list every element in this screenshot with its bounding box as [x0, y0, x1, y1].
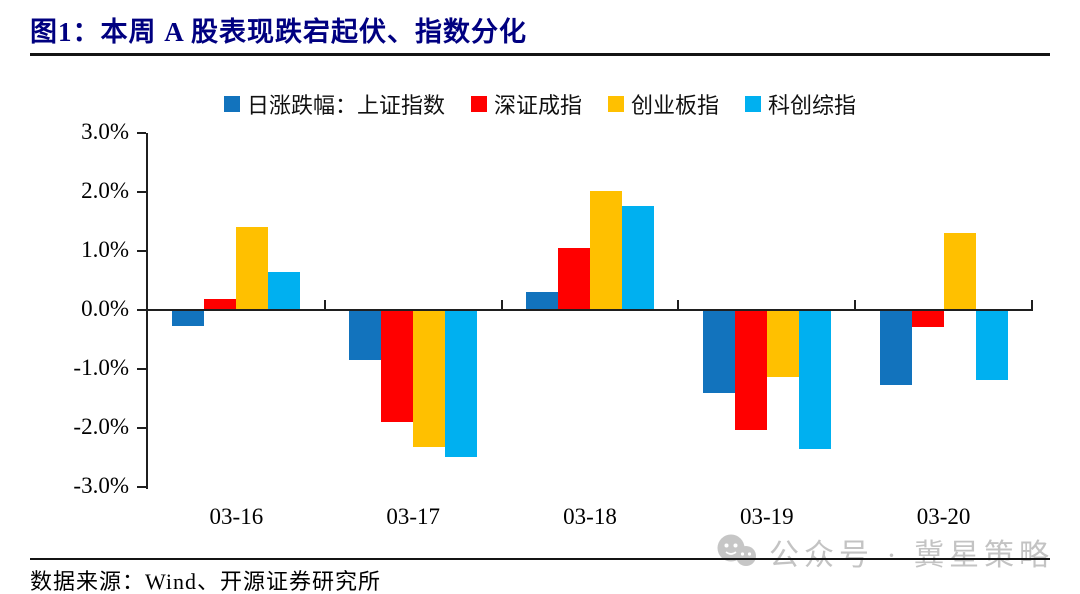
- y-axis-tick: [137, 486, 146, 488]
- bar: [879, 310, 912, 385]
- legend-marker: [608, 96, 624, 112]
- category-tick: [854, 300, 857, 311]
- category-tick: [677, 300, 680, 311]
- bar: [445, 310, 478, 457]
- category-tick: [323, 300, 326, 311]
- y-axis-tick: [137, 191, 146, 193]
- y-axis-tick: [137, 132, 146, 134]
- legend-marker: [745, 96, 762, 112]
- data-source-note: 数据来源：Wind、开源证券研究所: [30, 569, 381, 594]
- bar: [236, 226, 269, 310]
- legend-item: 深证成指: [470, 88, 582, 120]
- y-axis-label: -2.0%: [73, 414, 129, 439]
- watermark: 公众号 · 冀星策略: [715, 530, 1054, 574]
- bar: [622, 206, 654, 310]
- bar: [911, 310, 944, 327]
- x-axis-label: 03-18: [563, 504, 617, 529]
- legend-marker: [223, 96, 240, 112]
- bar: [975, 310, 1008, 381]
- wechat-official-account-icon: [715, 533, 759, 571]
- legend-item: 科创综指: [745, 88, 856, 120]
- x-axis-label: 03-19: [739, 504, 794, 529]
- y-axis-tick: [137, 250, 146, 252]
- bar: [526, 291, 558, 310]
- watermark-text: 公众号 · 冀星策略: [769, 539, 1054, 572]
- bar: [590, 190, 622, 310]
- y-axis-line: [146, 133, 148, 489]
- y-axis-label: -1.0%: [73, 355, 129, 380]
- bar: [558, 248, 590, 310]
- bar: [268, 271, 301, 310]
- y-axis-tick: [137, 368, 146, 370]
- y-axis-label: 3.0%: [81, 119, 129, 144]
- bottom-divider: [30, 558, 1050, 560]
- bar: [349, 310, 382, 361]
- x-axis-label: 03-20: [916, 504, 971, 529]
- bar: [766, 310, 799, 377]
- bar: [172, 310, 205, 326]
- y-axis-tick: [137, 309, 146, 311]
- x-axis-label: 03-16: [209, 504, 264, 529]
- legend-item: 创业板指: [608, 88, 719, 120]
- legend-label: 创业板指: [631, 93, 720, 118]
- y-axis-tick: [137, 427, 146, 429]
- bar: [734, 310, 767, 431]
- y-axis-label: 0.0%: [81, 296, 129, 321]
- bar: [204, 299, 237, 310]
- bar: [413, 310, 446, 447]
- title-divider: [30, 53, 1050, 56]
- bar: [702, 310, 735, 393]
- zero-axis-line: [148, 309, 1032, 311]
- legend-marker: [470, 96, 487, 112]
- category-tick: [500, 300, 503, 311]
- bar: [943, 233, 976, 310]
- chart-legend: 日涨跌幅：上证指数 深证成指 创业板指 科创综指: [0, 88, 1080, 120]
- y-axis-label: 2.0%: [81, 178, 129, 203]
- legend-label: 日涨跌幅：上证指数: [246, 93, 445, 118]
- x-axis-label: 03-17: [386, 504, 441, 529]
- figure-title: 图1：本周 A 股表现跌宕起伏、指数分化: [30, 17, 528, 47]
- y-axis-label: -3.0%: [73, 473, 129, 498]
- category-tick: [1031, 300, 1033, 311]
- legend-label: 深证成指: [493, 93, 582, 118]
- legend-label: 科创综指: [768, 93, 857, 118]
- y-axis-label: 1.0%: [81, 237, 129, 262]
- bar: [381, 310, 414, 422]
- legend-item: 日涨跌幅：上证指数: [223, 88, 445, 120]
- bar: [798, 310, 831, 450]
